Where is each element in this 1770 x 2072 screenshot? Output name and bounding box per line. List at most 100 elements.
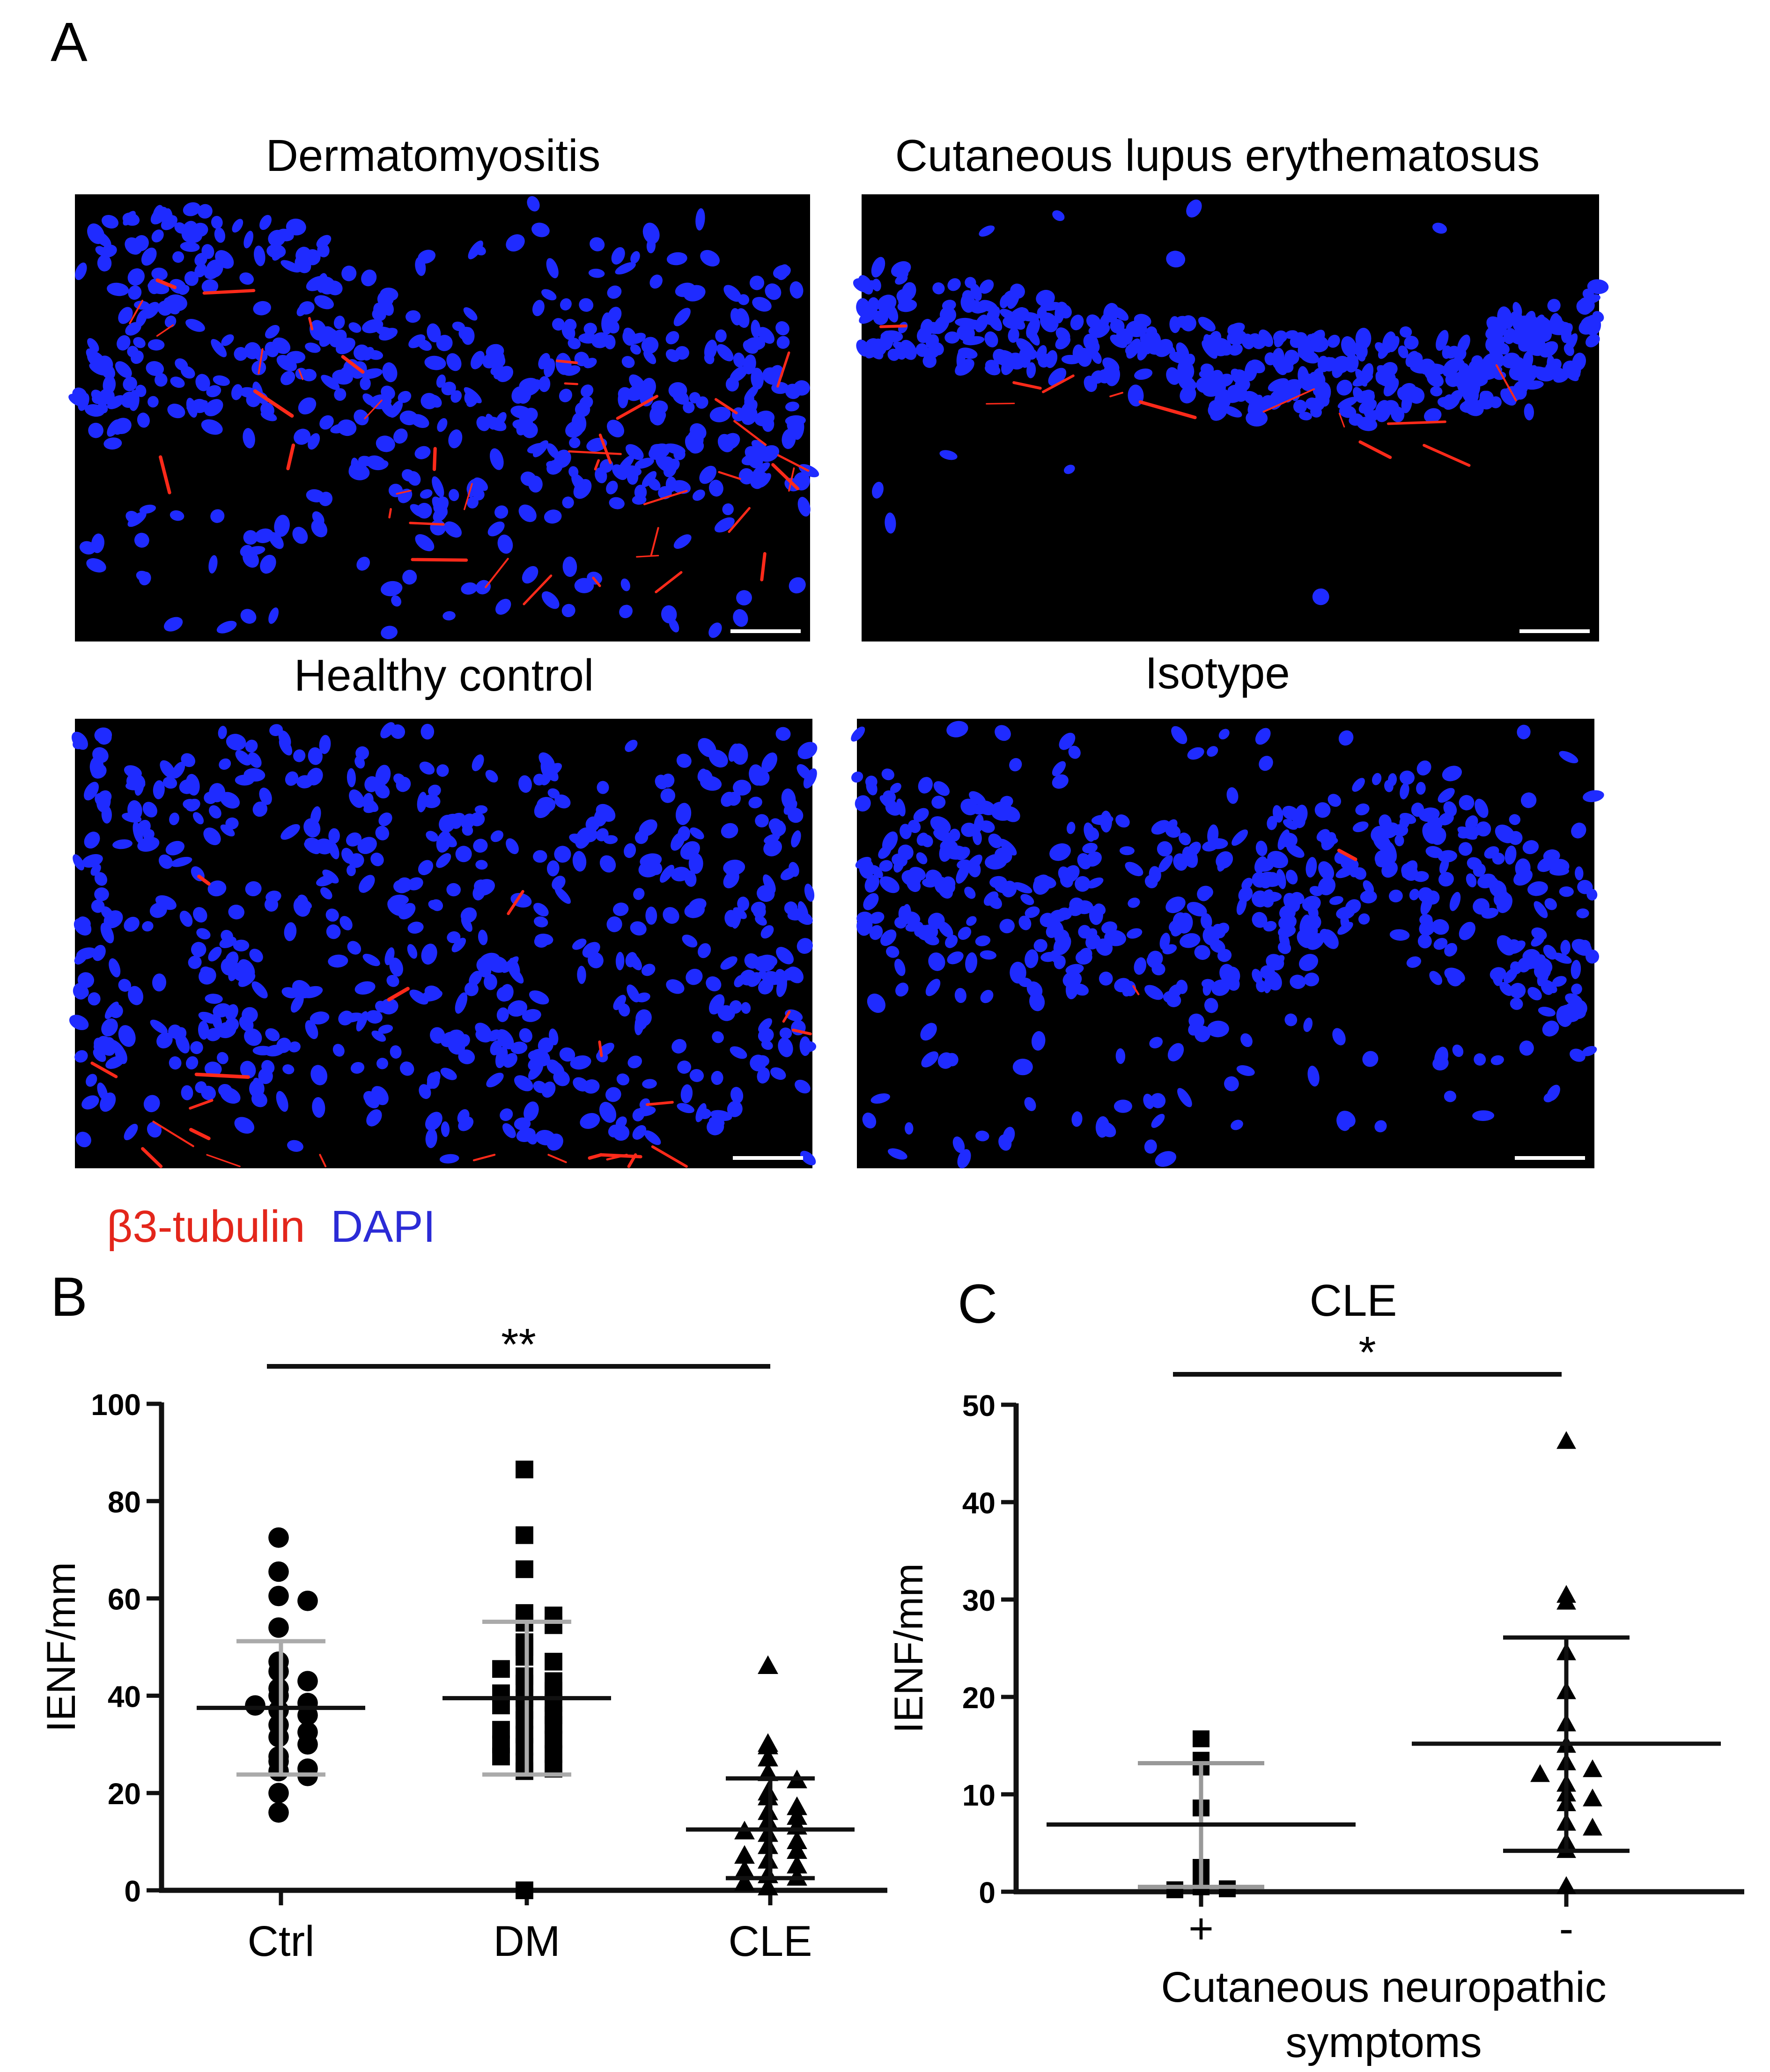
nucleus <box>546 258 559 279</box>
nucleus <box>1000 294 1010 309</box>
nucleus <box>895 347 904 359</box>
nucleus <box>378 1025 393 1034</box>
nucleus <box>851 771 863 783</box>
nucleus <box>366 455 386 471</box>
nucleus <box>475 580 491 595</box>
nucleus <box>339 916 353 930</box>
nucleus <box>1267 851 1288 869</box>
nerve-fiber <box>364 399 383 420</box>
nucleus <box>955 847 970 860</box>
nucleus <box>887 1148 907 1160</box>
nucleus <box>1026 981 1043 998</box>
nucleus <box>1410 352 1423 365</box>
nucleus <box>139 571 151 586</box>
nucleus <box>246 546 266 555</box>
nucleus <box>956 863 970 884</box>
nucleus <box>489 448 504 470</box>
nucleus <box>1582 1046 1597 1056</box>
nucleus <box>478 929 488 945</box>
data-point <box>758 1835 778 1854</box>
nucleus <box>1055 335 1071 350</box>
nucleus <box>684 285 706 302</box>
y-axis-label: IENF/mm <box>39 1562 84 1732</box>
nucleus <box>793 472 811 491</box>
nucleus <box>1530 954 1546 969</box>
nucleus <box>1063 465 1075 474</box>
nucleus <box>700 250 720 267</box>
nucleus <box>181 221 199 242</box>
nucleus <box>201 244 214 259</box>
nucleus <box>708 479 723 497</box>
nucleus <box>605 1087 621 1102</box>
nucleus <box>420 723 435 740</box>
nucleus <box>1119 846 1135 855</box>
nucleus <box>1232 829 1248 846</box>
nucleus <box>946 721 968 737</box>
nucleus <box>641 337 659 354</box>
nucleus <box>721 823 738 839</box>
nucleus <box>1259 756 1273 771</box>
nucleus <box>81 854 103 868</box>
nucleus <box>101 214 119 229</box>
nucleus <box>1197 885 1213 899</box>
nucleus <box>562 496 574 509</box>
nucleus <box>1127 928 1143 939</box>
nucleus <box>370 852 384 866</box>
nucleus <box>1375 400 1392 422</box>
nucleus <box>955 359 974 376</box>
nucleus <box>758 1018 772 1032</box>
nucleus <box>254 245 266 266</box>
nucleus <box>724 910 738 927</box>
nucleus <box>725 866 737 876</box>
nucleus <box>1059 732 1076 750</box>
nucleus <box>1409 889 1420 900</box>
nucleus <box>573 1077 589 1092</box>
nucleus <box>495 1047 508 1069</box>
nucleus <box>1012 1058 1033 1076</box>
nucleus <box>881 768 894 781</box>
nucleus <box>296 304 307 317</box>
nucleus <box>216 620 237 634</box>
nucleus <box>1065 978 1079 999</box>
nucleus <box>776 947 794 965</box>
nucleus <box>285 771 299 786</box>
nucleus <box>1283 819 1298 830</box>
nucleus <box>879 876 900 893</box>
nucleus <box>708 622 722 638</box>
nucleus <box>1069 897 1084 913</box>
nucleus <box>1183 852 1195 863</box>
nucleus <box>1449 892 1461 911</box>
nucleus <box>1304 973 1320 987</box>
nucleus <box>154 373 168 387</box>
nucleus <box>758 1028 774 1043</box>
nucleus <box>1126 320 1147 338</box>
nerve-fiber <box>594 459 600 471</box>
nucleus <box>240 609 257 624</box>
nucleus <box>885 802 902 816</box>
micrograph-healthy <box>69 719 818 1168</box>
nucleus <box>165 841 185 855</box>
nucleus <box>290 995 304 1013</box>
nucleus <box>136 310 148 327</box>
nucleus <box>760 925 774 939</box>
nucleus <box>1093 324 1110 338</box>
nucleus <box>354 409 369 426</box>
nucleus <box>516 417 530 435</box>
nucleus <box>722 503 734 516</box>
nucleus <box>231 384 243 400</box>
nucleus <box>1198 317 1216 332</box>
nerve-fiber <box>651 1145 688 1168</box>
nucleus <box>758 971 777 985</box>
nucleus <box>952 1136 965 1153</box>
nucleus <box>1339 405 1357 418</box>
nucleus <box>421 989 442 1002</box>
nucleus <box>104 1001 119 1019</box>
nucleus <box>1466 873 1477 887</box>
nucleus <box>440 1068 457 1080</box>
nucleus <box>1401 393 1412 413</box>
nucleus <box>800 1150 816 1165</box>
nucleus <box>1401 863 1418 881</box>
nucleus <box>728 743 739 762</box>
nucleus <box>389 400 403 418</box>
nucleus <box>1383 377 1399 397</box>
